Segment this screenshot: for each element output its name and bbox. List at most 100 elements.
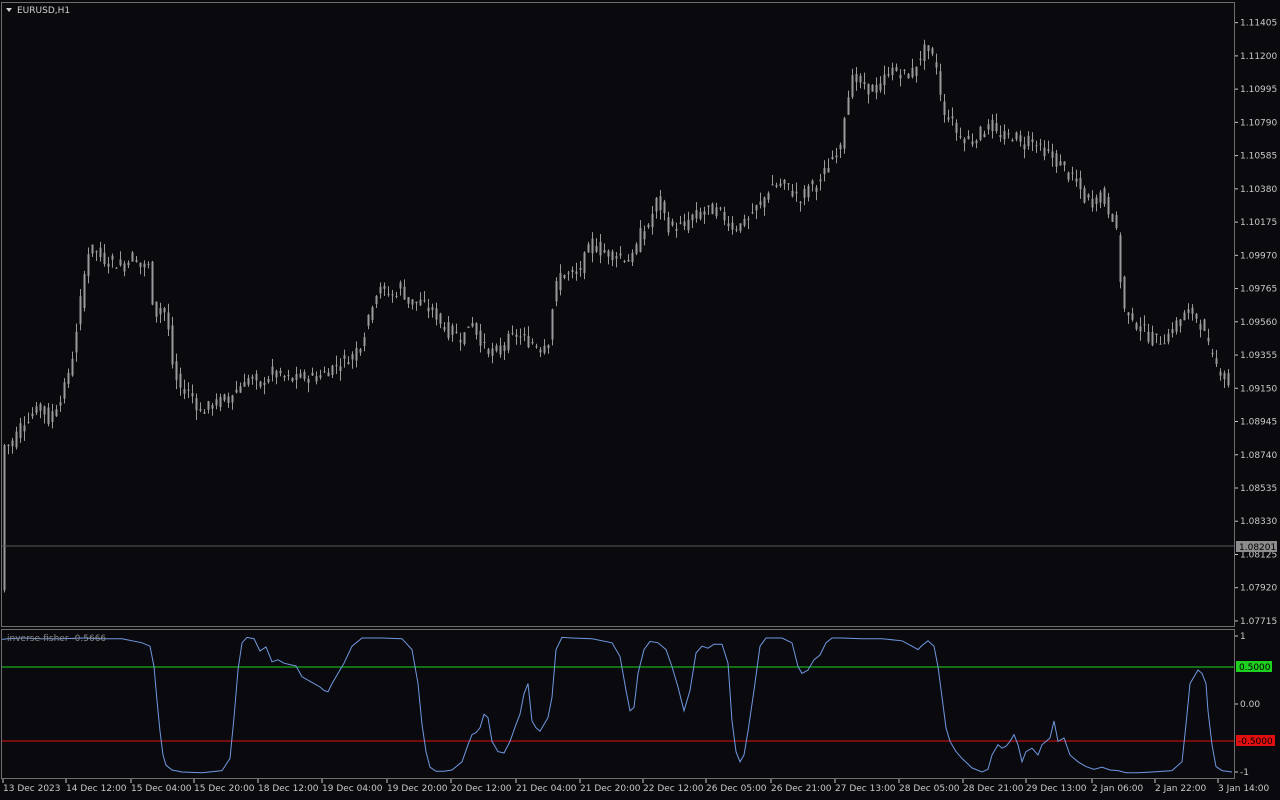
candle-body	[575, 271, 578, 274]
candle-body	[895, 67, 898, 71]
candle-body	[43, 406, 46, 415]
candle-body	[307, 378, 310, 383]
candle-body	[487, 349, 490, 355]
candle-body	[983, 133, 986, 137]
candle-body	[195, 398, 198, 411]
candle-body	[1179, 319, 1182, 327]
indicator-label: inverse-fisher -0.5666	[7, 634, 106, 644]
dropdown-triangle-icon[interactable]	[6, 8, 12, 12]
candle-body	[47, 407, 50, 425]
candle-body	[831, 156, 834, 159]
main-price-panel[interactable]: EURUSD,H1	[1, 2, 1235, 627]
candle-body	[419, 299, 422, 306]
candle-body	[1131, 313, 1134, 320]
candle-body	[971, 141, 974, 145]
time-axis-label: 3 Jan 14:00	[1218, 784, 1270, 794]
candle-body	[835, 155, 838, 158]
candle-body	[783, 179, 786, 184]
candle-body	[247, 378, 250, 385]
candle-body	[1047, 149, 1050, 151]
candle-body	[899, 74, 902, 79]
candle-body	[887, 74, 890, 76]
symbol-title[interactable]: EURUSD,H1	[6, 6, 70, 16]
indicator-panel[interactable]: inverse-fisher -0.5666	[1, 629, 1235, 779]
candle-body	[871, 85, 874, 92]
candle-body	[1015, 132, 1018, 140]
candle-body	[59, 402, 62, 406]
candle-body	[175, 361, 178, 381]
candle-body	[91, 244, 94, 254]
candle-body	[839, 144, 842, 150]
candle-body	[63, 382, 66, 399]
time-axis-label: 15 Dec 20:00	[194, 784, 255, 794]
candle-body	[315, 376, 318, 382]
price-axis-label: 1.09970	[1240, 251, 1277, 261]
candle-body	[203, 412, 206, 414]
candle-body	[763, 197, 766, 208]
candle-body	[71, 358, 74, 376]
candle-body	[711, 203, 714, 215]
time-axis-label: 14 Dec 12:00	[66, 784, 127, 794]
candle-body	[1027, 135, 1030, 147]
candle-body	[499, 345, 502, 355]
ind-scale-top: 1	[1240, 632, 1246, 642]
candle-body	[827, 168, 830, 173]
candle-body	[375, 296, 378, 305]
candle-body	[215, 399, 218, 406]
candle-body	[771, 184, 774, 186]
candle-body	[395, 295, 398, 297]
candle-body	[1083, 187, 1086, 203]
candle-body	[811, 180, 814, 185]
candle-body	[791, 190, 794, 197]
candle-body	[627, 259, 630, 262]
candle-body	[23, 425, 26, 432]
candle-body	[135, 259, 138, 262]
candle-body	[387, 293, 390, 295]
candle-body	[1199, 323, 1202, 330]
candle-body	[227, 396, 230, 403]
level-lower-tag-text: -0.5000	[1238, 737, 1273, 747]
candle-body	[683, 221, 686, 227]
time-axis-label: 29 Dec 13:00	[1026, 784, 1087, 794]
candle-body	[631, 252, 634, 263]
candle-body	[1203, 319, 1206, 331]
candle-body	[987, 124, 990, 130]
time-axis[interactable]: 13 Dec 2023 14 Dec 12:00 15 Dec 04:00 15 De…	[2, 779, 1270, 794]
time-axis-label: 15 Dec 04:00	[131, 784, 192, 794]
candle-body	[179, 373, 182, 388]
candle-body	[991, 119, 994, 132]
candle-body	[663, 201, 666, 214]
candle-body	[399, 282, 402, 289]
candle-body	[903, 69, 906, 71]
candle-body	[523, 333, 526, 336]
price-axis-label: 1.09560	[1240, 318, 1277, 328]
candle-body	[563, 274, 566, 279]
candle-body	[1171, 329, 1174, 334]
candle-body	[503, 345, 506, 351]
candle-body	[1159, 343, 1162, 345]
candle-body	[599, 241, 602, 256]
price-axis[interactable]: 1.11405 1.11200 1.10995 1.10790 1.10585 1.103…	[1235, 19, 1277, 627]
candle-body	[275, 370, 278, 378]
candle-body	[719, 207, 722, 209]
candle-body	[163, 308, 166, 313]
candle-body	[759, 201, 762, 206]
candle-body	[83, 274, 86, 308]
candle-body	[75, 331, 78, 353]
candle-body	[755, 205, 758, 211]
candle-body	[507, 333, 510, 351]
candle-body	[1183, 312, 1186, 321]
candle-body	[715, 207, 718, 217]
candle-body	[155, 301, 158, 317]
candle-body	[1191, 307, 1194, 314]
candle-body	[295, 374, 298, 380]
candle-body	[371, 307, 374, 320]
candle-body	[535, 346, 538, 348]
candle-body	[79, 296, 82, 325]
candle-body	[1055, 153, 1058, 167]
candle-body	[491, 348, 494, 356]
candle-body	[843, 118, 846, 149]
level-lower-tag-box	[1236, 735, 1275, 746]
candle-body	[923, 44, 926, 62]
